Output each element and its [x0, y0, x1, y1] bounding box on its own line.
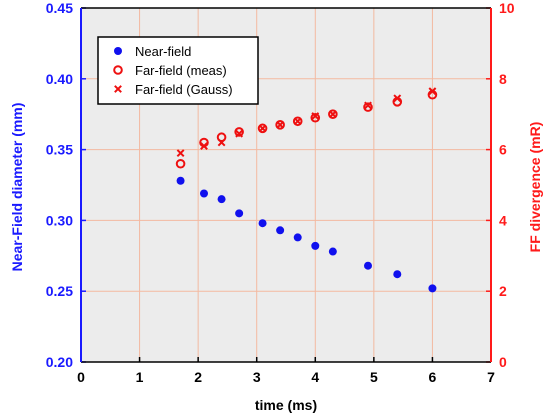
data-point: [393, 94, 402, 103]
data-point: [292, 116, 303, 127]
data-point: [310, 112, 321, 123]
series-0: [176, 176, 437, 293]
data-point: [216, 132, 227, 143]
legend-label: Far-field (meas): [135, 63, 227, 78]
data-point: [258, 219, 267, 228]
data-point: [276, 226, 285, 235]
legend-marker: [113, 65, 123, 75]
legend-box: [97, 36, 259, 105]
data-point: [328, 109, 338, 119]
y-left-tick-label: 0.30: [46, 212, 73, 228]
y-right-tick-label: 8: [499, 71, 507, 87]
x-tick-label: 4: [311, 369, 319, 385]
data-point: [258, 124, 267, 133]
data-point: [328, 110, 337, 119]
data-point: [217, 195, 226, 204]
x-tick-label: 3: [253, 369, 261, 385]
data-point: [364, 101, 372, 110]
data-point: [363, 102, 373, 112]
data-point: [293, 233, 302, 242]
x-tick-label: 1: [136, 369, 144, 385]
data-point: [200, 189, 208, 198]
data-point: [235, 129, 244, 138]
data-point: [428, 284, 437, 293]
data-point: [393, 270, 402, 279]
series-2: [176, 87, 437, 158]
x-tick-label: 7: [487, 369, 495, 385]
data-point: [200, 142, 208, 150]
legend: Near-field Far-field (meas) Far-field (Gau…: [97, 36, 259, 105]
y-left-tick-label: 0.20: [46, 354, 73, 370]
y-left-tick-label: 0.35: [46, 142, 73, 158]
legend-label: Near-field: [135, 44, 191, 59]
y-right-tick-label: 4: [499, 212, 507, 228]
x-tick-label: 6: [429, 369, 437, 385]
y-axis-left-title: Near-Field diameter (mm): [9, 103, 25, 272]
data-point: [176, 149, 185, 158]
y-right-tick-label: 10: [499, 0, 515, 16]
x-tick-label: 2: [194, 369, 202, 385]
data-point: [311, 112, 320, 120]
legend-marker: [114, 47, 122, 55]
data-point: [364, 261, 372, 270]
data-point: [217, 138, 226, 147]
data-point: [234, 127, 244, 137]
x-tick-label: 5: [370, 369, 378, 385]
data-point: [311, 241, 320, 250]
x-tick-label: 0: [77, 369, 85, 385]
y-right-tick-label: 0: [499, 354, 507, 370]
data-point: [276, 120, 285, 129]
legend-label: Far-field (Gauss): [135, 82, 233, 97]
y-left-tick-label: 0.45: [46, 0, 73, 16]
y-right-tick-label: 6: [499, 142, 507, 158]
data-point: [235, 209, 244, 218]
data-point: [275, 120, 285, 130]
data-point: [328, 247, 337, 256]
legend-marker: [114, 85, 122, 93]
data-point: [257, 123, 268, 134]
x-axis-title: time (ms): [255, 397, 317, 413]
y-left-tick-label: 0.40: [46, 71, 73, 87]
y-left-tick-label: 0.25: [46, 283, 73, 299]
data-point: [175, 158, 186, 169]
data-point: [293, 117, 302, 126]
data-point: [428, 87, 437, 96]
y-axis-right-title: FF divergence (mR): [527, 122, 543, 253]
y-right-tick-label: 2: [499, 283, 507, 299]
data-point: [176, 176, 185, 185]
